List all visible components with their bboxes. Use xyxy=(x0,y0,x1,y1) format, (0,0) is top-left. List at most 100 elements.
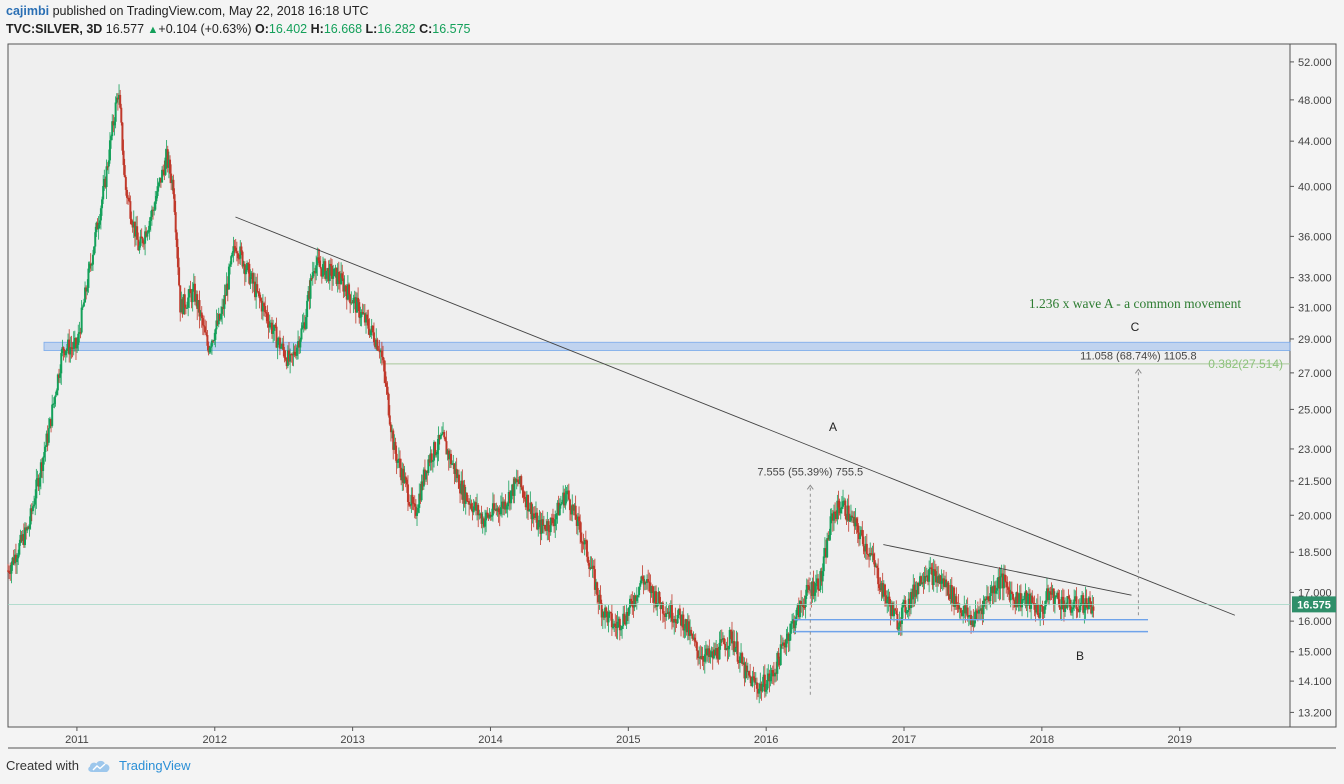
created-with-text: Created with xyxy=(6,758,79,773)
candle-body xyxy=(871,553,874,555)
candle-body xyxy=(706,648,709,656)
candle-body xyxy=(796,604,799,610)
candle-body xyxy=(367,319,370,329)
candle-body xyxy=(813,592,816,596)
candle-body xyxy=(890,603,893,616)
x-tick-label: 2016 xyxy=(754,734,778,746)
candle-body xyxy=(962,609,965,617)
candle-body xyxy=(899,621,902,624)
candle-body xyxy=(980,608,983,611)
candle-body xyxy=(462,484,465,500)
candle-body xyxy=(741,653,744,665)
candle-body xyxy=(359,317,362,319)
candle-body xyxy=(836,500,839,520)
candle-body xyxy=(270,322,273,334)
candle-body xyxy=(831,513,834,521)
candle-body xyxy=(1007,587,1010,590)
candle-body xyxy=(856,523,859,533)
candle-body xyxy=(127,197,130,199)
candle-body xyxy=(563,492,566,506)
candle-body xyxy=(472,506,475,513)
candle-body xyxy=(673,619,676,623)
candle-body xyxy=(557,502,560,516)
candle-body xyxy=(685,619,688,633)
candle-body xyxy=(549,517,552,533)
candle-body xyxy=(981,608,984,615)
candle-body xyxy=(28,524,31,529)
candle-body xyxy=(166,149,169,168)
candle-body xyxy=(196,294,199,309)
candle-body xyxy=(764,689,767,692)
y-tick-label: 23.000 xyxy=(1298,444,1332,456)
candle-body xyxy=(653,591,656,603)
candle-body xyxy=(702,659,705,662)
candle-body xyxy=(125,189,128,198)
candle-body xyxy=(615,626,618,628)
candle-body xyxy=(650,586,653,594)
candle-body xyxy=(710,651,713,655)
candle-body xyxy=(227,266,230,290)
candle-body xyxy=(914,589,917,597)
candle-body xyxy=(265,312,268,314)
candle-body xyxy=(488,514,491,518)
candle-body xyxy=(312,271,315,273)
candle-body xyxy=(255,284,258,298)
candle-body xyxy=(45,433,48,447)
candle-body xyxy=(984,598,987,600)
candle-body xyxy=(253,281,256,298)
candle-body xyxy=(73,338,76,342)
candle-body xyxy=(133,221,136,237)
candle-body xyxy=(118,94,121,100)
candle-body xyxy=(985,596,988,600)
candle-body xyxy=(988,599,991,602)
candle-body xyxy=(883,584,886,596)
candle-body xyxy=(448,453,451,460)
candle-body xyxy=(1069,606,1072,613)
author-link[interactable]: cajimbi xyxy=(6,4,50,18)
candle-body xyxy=(670,604,673,622)
candle-body xyxy=(548,530,551,533)
candle-body xyxy=(743,662,746,679)
candle-body xyxy=(795,609,798,622)
candle-body xyxy=(451,463,454,465)
candle-body xyxy=(290,354,293,356)
candle-body xyxy=(473,502,476,507)
price-tag xyxy=(1292,596,1336,613)
candle-body xyxy=(163,169,166,175)
candle-body xyxy=(929,567,932,569)
candle-body xyxy=(8,570,11,573)
candle-body xyxy=(923,575,926,583)
candle-body xyxy=(455,468,458,479)
candle-body xyxy=(387,393,390,416)
tradingview-link[interactable]: TradingView xyxy=(118,758,191,773)
candle-body xyxy=(1048,591,1051,601)
candle-body xyxy=(442,431,445,435)
candle-body xyxy=(326,268,329,272)
candle-body xyxy=(745,665,748,672)
candle-body xyxy=(128,197,131,202)
candle-body xyxy=(827,538,830,540)
candle-body xyxy=(197,300,200,309)
candle-body xyxy=(774,672,777,677)
candle-body xyxy=(299,339,302,348)
candle-body xyxy=(567,490,570,500)
candle-body xyxy=(855,518,858,524)
candle-body xyxy=(111,121,114,137)
candle-body xyxy=(648,581,651,583)
candle-body xyxy=(61,347,64,354)
candle-body xyxy=(411,494,414,504)
candle-body xyxy=(747,671,750,676)
candle-body xyxy=(530,502,533,520)
candle-body xyxy=(40,462,43,471)
candle-body xyxy=(891,603,894,617)
candle-body xyxy=(977,609,980,614)
candle-body xyxy=(56,374,59,391)
x-tick-label: 2014 xyxy=(478,734,502,746)
candle-body xyxy=(152,209,155,211)
candle-body xyxy=(504,501,507,510)
candle-body xyxy=(393,441,396,450)
candle-body xyxy=(608,612,611,614)
candle-body xyxy=(331,265,334,279)
candle-body xyxy=(949,585,952,599)
